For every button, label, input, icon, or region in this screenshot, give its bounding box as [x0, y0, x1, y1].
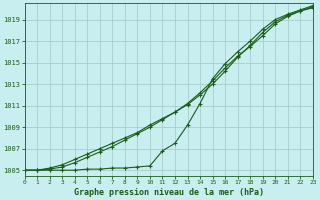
X-axis label: Graphe pression niveau de la mer (hPa): Graphe pression niveau de la mer (hPa): [74, 188, 264, 197]
